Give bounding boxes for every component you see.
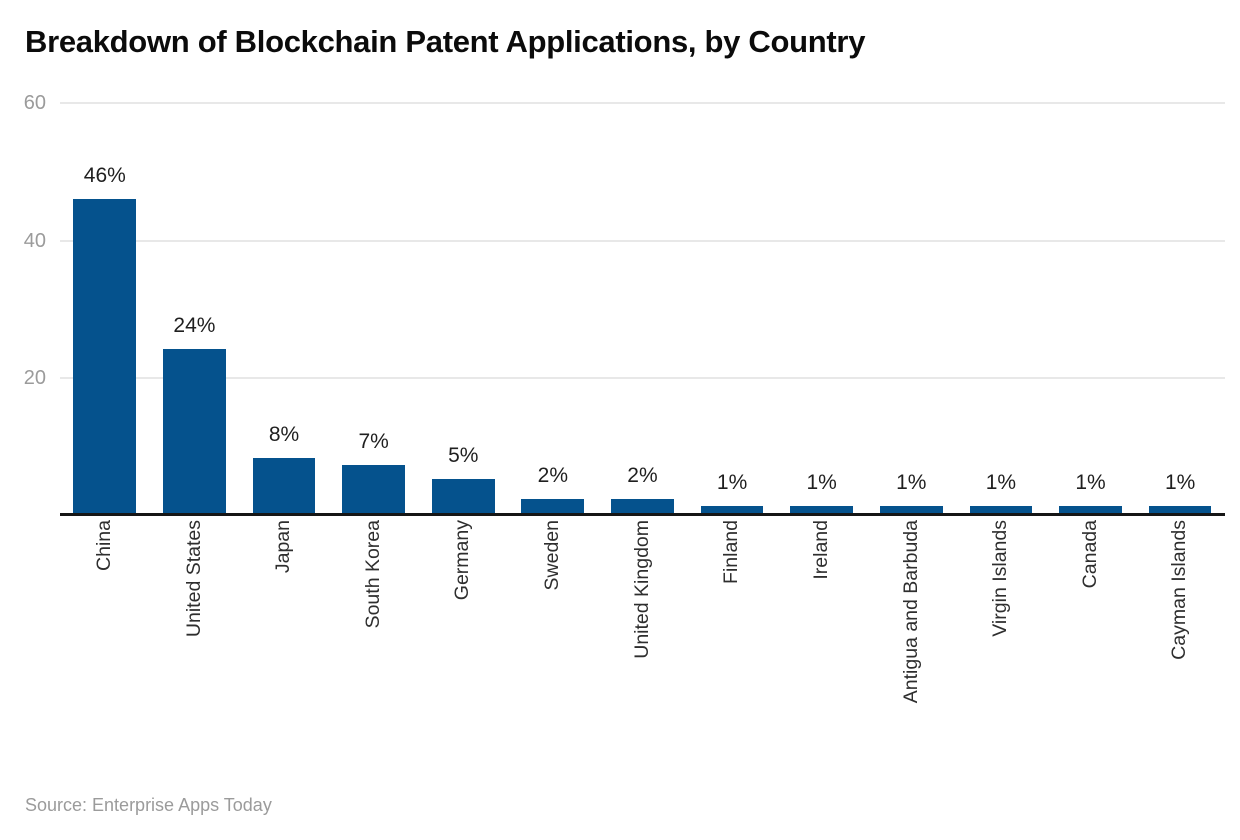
x-label-column: United Kingdom: [598, 520, 688, 659]
x-axis-label: Sweden: [541, 520, 564, 591]
bar-column: 8%: [239, 103, 329, 513]
bar: [969, 506, 1033, 513]
x-axis-label: Virgin Islands: [989, 520, 1012, 637]
bar-column: 1%: [956, 103, 1046, 513]
x-axis-label: Japan: [272, 520, 295, 574]
bar: [342, 465, 405, 513]
bars-row: 46% 24% 8% 7% 5% 2% 2% 1% 1% 1% 1%: [60, 103, 1225, 516]
bar-column: 46%: [60, 103, 150, 513]
bar: [521, 499, 585, 513]
bar-value-label: 46%: [83, 163, 126, 187]
grid-layer: 20 40 60: [24, 93, 1225, 516]
bar: [700, 506, 764, 513]
bar-value-label: 24%: [173, 314, 216, 337]
x-label-column: Finland: [687, 520, 777, 584]
y-axis-tick-label: 60: [23, 92, 46, 114]
y-axis-tick-label: 40: [23, 229, 46, 252]
bar-value-label: 2%: [537, 464, 569, 488]
x-label-column: Ireland: [777, 520, 867, 580]
plot-area: 20 40 60 46% 24% 8% 7% 5% 2% 2% 1% 1% 1%: [24, 93, 1225, 516]
bar-column: 1%: [687, 103, 777, 513]
bar-column: 1%: [777, 103, 867, 513]
gridline: [60, 239, 1225, 242]
bar: [1148, 506, 1212, 513]
bar-column: 2%: [508, 103, 598, 513]
x-label-column: Sweden: [508, 520, 598, 590]
x-axis-label: Cayman Islands: [1168, 520, 1191, 660]
bar-column: 24%: [150, 103, 240, 513]
bar-column: 1%: [1046, 103, 1136, 513]
x-label-column: Virgin Islands: [956, 520, 1046, 637]
bar: [1059, 506, 1122, 513]
x-axis-label: United States: [182, 520, 205, 638]
chart-title: Breakdown of Blockchain Patent Applicati…: [25, 24, 866, 59]
bar-value-label: 1%: [716, 471, 748, 495]
bar-value-label: 1%: [896, 471, 927, 495]
bar: [431, 478, 495, 513]
x-axis-label: South Korea: [361, 520, 384, 629]
x-axis-labels: China United States Japan South Korea Ge…: [60, 520, 1225, 775]
bar: [790, 506, 854, 513]
bar-value-label: 7%: [358, 430, 389, 454]
bar-value-label: 1%: [1075, 471, 1106, 495]
source-note: Source: Enterprise Apps Today: [25, 795, 272, 815]
x-label-column: Germany: [418, 520, 508, 600]
x-axis-label: Finland: [720, 520, 743, 584]
bar-column: 1%: [1135, 103, 1225, 513]
x-axis-label: Ireland: [809, 520, 832, 580]
x-label-column: Japan: [239, 520, 329, 573]
x-label-column: Antigua and Barbuda: [866, 520, 956, 703]
x-label-column: United States: [150, 520, 240, 637]
x-axis-label: China: [93, 520, 116, 571]
bar: [879, 506, 943, 513]
x-axis-label: Germany: [451, 520, 474, 601]
bar-value-label: 1%: [1164, 471, 1196, 495]
x-label-column: Canada: [1046, 520, 1136, 588]
bar-value-label: 8%: [268, 423, 300, 447]
x-axis-label: Canada: [1078, 520, 1101, 589]
bar-column: 5%: [418, 103, 508, 513]
bar-column: 2%: [598, 103, 688, 513]
x-axis-label: Antigua and Barbuda: [899, 520, 922, 704]
gridline: [60, 377, 1225, 380]
bar-value-label: 1%: [806, 471, 837, 495]
bar: [252, 458, 316, 513]
bar: [163, 349, 226, 513]
bar-value-label: 2%: [627, 464, 658, 488]
y-axis-tick-label: 20: [23, 367, 46, 390]
x-label-column: China: [60, 520, 150, 571]
bar-value-label: 5%: [448, 443, 479, 467]
bar: [611, 499, 674, 513]
gridline: [60, 102, 1225, 104]
x-label-column: South Korea: [329, 520, 419, 628]
bar-value-label: 1%: [985, 471, 1017, 495]
bar-column: 1%: [866, 103, 956, 513]
x-axis-label: United Kingdom: [630, 520, 653, 659]
x-label-column: Cayman Islands: [1135, 520, 1225, 660]
bar-column: 7%: [329, 103, 419, 513]
bar: [73, 198, 137, 513]
